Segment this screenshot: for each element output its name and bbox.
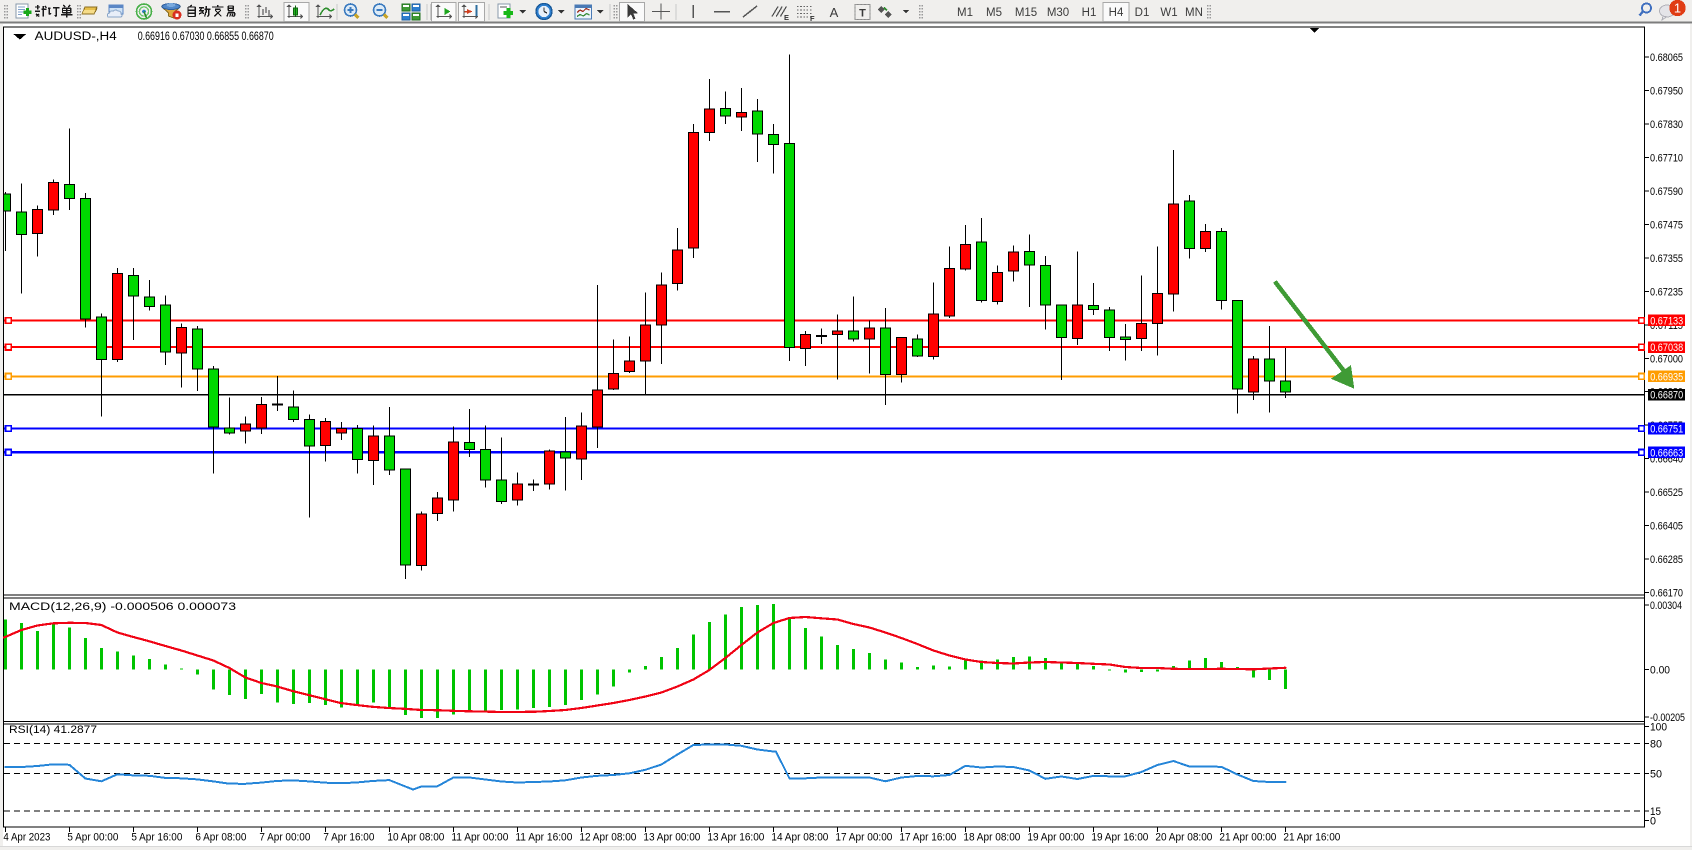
svg-text:21 Apr 00:00: 21 Apr 00:00 xyxy=(1219,832,1276,844)
svg-text:0.68065: 0.68065 xyxy=(1650,52,1683,64)
svg-text:17 Apr 00:00: 17 Apr 00:00 xyxy=(835,832,892,844)
svg-text:0.67590: 0.67590 xyxy=(1650,186,1683,198)
svg-text:MN: MN xyxy=(1185,7,1203,19)
svg-text:0.67475: 0.67475 xyxy=(1650,219,1683,231)
svg-text:0.00304: 0.00304 xyxy=(1650,600,1682,612)
svg-text:H4: H4 xyxy=(1109,7,1124,19)
svg-text:17 Apr 16:00: 17 Apr 16:00 xyxy=(899,832,956,844)
svg-text:0.66525: 0.66525 xyxy=(1650,487,1683,499)
svg-text:AUDUSD-,H4: AUDUSD-,H4 xyxy=(35,31,118,43)
svg-text:18 Apr 08:00: 18 Apr 08:00 xyxy=(963,832,1020,844)
svg-text:M15: M15 xyxy=(1015,7,1037,19)
svg-text:H1: H1 xyxy=(1082,7,1097,19)
svg-text:M1: M1 xyxy=(957,7,973,19)
svg-text:0.66870: 0.66870 xyxy=(1650,390,1683,402)
svg-text:F: F xyxy=(810,14,815,23)
svg-text:5 Apr 16:00: 5 Apr 16:00 xyxy=(131,832,182,844)
svg-text:E: E xyxy=(784,13,789,22)
svg-text:MACD(12,26,9) -0.000506 0.0000: MACD(12,26,9) -0.000506 0.000073 xyxy=(9,601,236,613)
svg-text:0.67710: 0.67710 xyxy=(1650,152,1683,164)
svg-text:11 Apr 16:00: 11 Apr 16:00 xyxy=(515,832,572,844)
svg-text:0: 0 xyxy=(1650,816,1656,828)
svg-text:D1: D1 xyxy=(1135,7,1150,19)
svg-text:7 Apr 16:00: 7 Apr 16:00 xyxy=(323,832,374,844)
svg-text:0.66935: 0.66935 xyxy=(1650,371,1683,383)
svg-text:13 Apr 00:00: 13 Apr 00:00 xyxy=(643,832,700,844)
svg-text:19 Apr 00:00: 19 Apr 00:00 xyxy=(1027,832,1084,844)
svg-text:0.67000: 0.67000 xyxy=(1650,353,1683,365)
svg-text:0.67950: 0.67950 xyxy=(1650,86,1683,98)
svg-text:11 Apr 00:00: 11 Apr 00:00 xyxy=(451,832,508,844)
svg-text:4 Apr 2023: 4 Apr 2023 xyxy=(3,832,50,844)
svg-text:0.66916 0.67030 0.66855 0.6687: 0.66916 0.67030 0.66855 0.66870 xyxy=(138,31,274,43)
svg-text:M30: M30 xyxy=(1047,7,1069,19)
svg-text:A: A xyxy=(830,5,839,20)
svg-text:5 Apr 00:00: 5 Apr 00:00 xyxy=(67,832,118,844)
svg-text:0.66663: 0.66663 xyxy=(1650,447,1683,459)
svg-text:7 Apr 00:00: 7 Apr 00:00 xyxy=(259,832,310,844)
svg-text:12 Apr 08:00: 12 Apr 08:00 xyxy=(579,832,636,844)
svg-text:0.66405: 0.66405 xyxy=(1650,521,1683,533)
svg-text:-0.00205: -0.00205 xyxy=(1650,712,1685,724)
svg-text:RSI(14) 41.2877: RSI(14) 41.2877 xyxy=(9,724,97,736)
svg-text:10 Apr 08:00: 10 Apr 08:00 xyxy=(387,832,444,844)
svg-text:M5: M5 xyxy=(986,7,1002,19)
svg-text:1: 1 xyxy=(1674,1,1681,16)
svg-text:100: 100 xyxy=(1650,722,1667,734)
svg-text:0.67038: 0.67038 xyxy=(1650,342,1683,354)
svg-text:20 Apr 08:00: 20 Apr 08:00 xyxy=(1155,832,1212,844)
svg-text:21 Apr 16:00: 21 Apr 16:00 xyxy=(1283,832,1340,844)
svg-text:15: 15 xyxy=(1650,806,1661,818)
svg-text:0.67355: 0.67355 xyxy=(1650,253,1683,265)
svg-text:W1: W1 xyxy=(1160,7,1177,19)
svg-text:0.66751: 0.66751 xyxy=(1650,424,1683,436)
svg-text:T: T xyxy=(859,8,866,20)
svg-text:14 Apr 08:00: 14 Apr 08:00 xyxy=(771,832,828,844)
svg-text:0.66170: 0.66170 xyxy=(1650,588,1683,600)
svg-text:13 Apr 16:00: 13 Apr 16:00 xyxy=(707,832,764,844)
svg-text:80: 80 xyxy=(1650,738,1662,750)
svg-text:0.00: 0.00 xyxy=(1650,664,1670,676)
svg-text:19 Apr 16:00: 19 Apr 16:00 xyxy=(1091,832,1148,844)
svg-text:6 Apr 08:00: 6 Apr 08:00 xyxy=(195,832,246,844)
svg-text:0.67133: 0.67133 xyxy=(1650,315,1683,327)
svg-text:50: 50 xyxy=(1650,769,1662,781)
svg-text:0.67235: 0.67235 xyxy=(1650,286,1683,298)
svg-text:0.66285: 0.66285 xyxy=(1650,554,1683,566)
svg-text:0.67830: 0.67830 xyxy=(1650,119,1683,131)
